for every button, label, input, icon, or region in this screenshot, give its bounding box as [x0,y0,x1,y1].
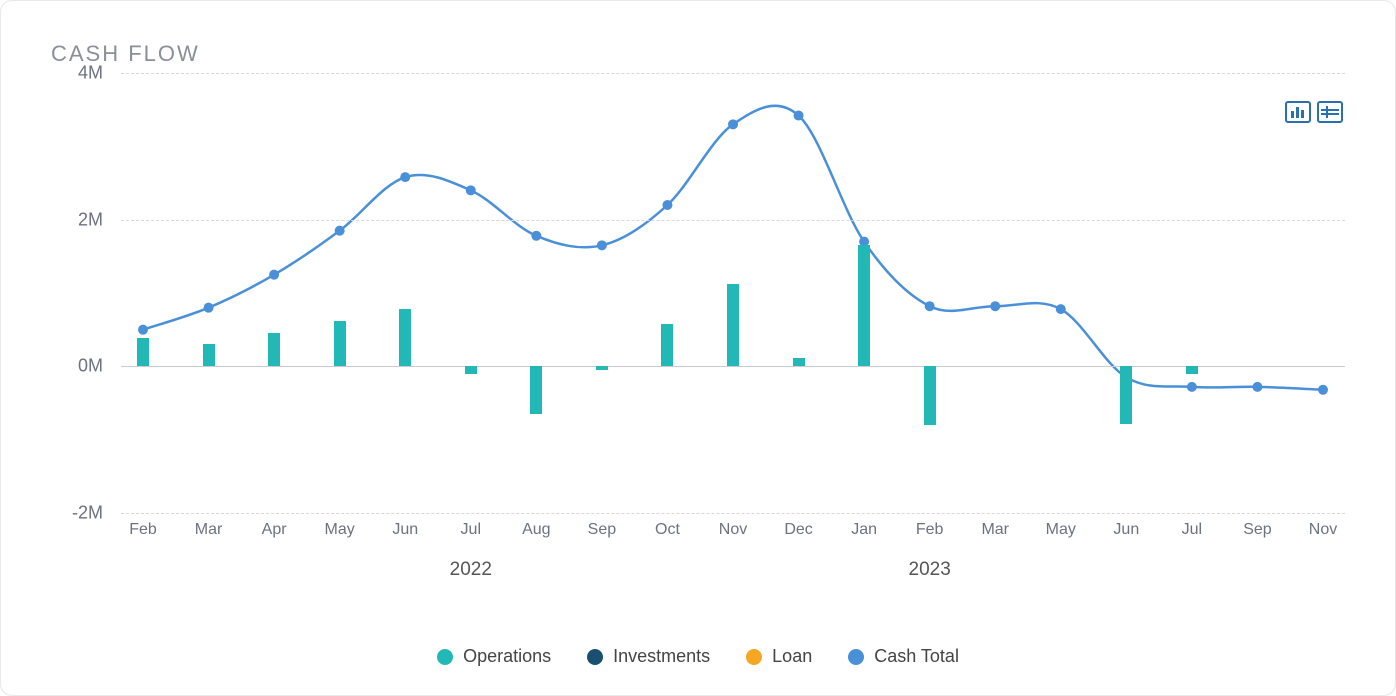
bar-operations [596,366,608,370]
legend-label: Cash Total [874,646,959,667]
legend-item[interactable]: Loan [746,646,812,667]
x-tick-label: Apr [262,521,287,539]
cash-total-point [728,119,738,129]
bar-operations [137,338,149,366]
y-tick-label: 0M [78,356,103,377]
y-axis: 4M2M0M-2M [51,73,111,513]
year-label: 2023 [909,559,951,581]
bar-operations [1186,366,1198,373]
x-tick-label: Feb [129,521,157,539]
x-tick-label: Mar [981,521,1009,539]
bar-operations [924,366,936,425]
cash-total-point [1187,382,1197,392]
year-label: 2022 [450,559,492,581]
legend-label: Investments [613,646,710,667]
cash-total-point [1318,385,1328,395]
bar-operations [1120,366,1132,423]
cash-total-point [269,270,279,280]
chart-area: 4M2M0M-2M FebMarAprMayJunJulAugSepOctNov… [51,73,1345,513]
legend-item[interactable]: Operations [437,646,551,667]
gridline [121,513,1345,514]
legend-label: Operations [463,646,551,667]
cash-total-point [204,303,214,313]
x-tick-label: Aug [522,521,550,539]
x-tick-label: May [1046,521,1076,539]
x-tick-label: Sep [588,521,616,539]
cash-total-point [662,200,672,210]
cash-total-point [925,301,935,311]
gridline [121,73,1345,74]
bar-operations [727,284,739,366]
bar-operations [203,344,215,366]
x-tick-label: May [325,521,355,539]
y-tick-label: -2M [72,503,103,524]
y-tick-label: 4M [78,63,103,84]
card-title: CASH FLOW [51,41,1345,67]
cash-total-point [1056,304,1066,314]
cash-total-point [335,226,345,236]
cash-total-point [597,240,607,250]
cash-total-point [990,301,1000,311]
cash-total-point [138,325,148,335]
bar-operations [334,321,346,366]
bar-operations [465,366,477,373]
x-tick-label: Jan [851,521,877,539]
legend-swatch [437,649,453,665]
x-tick-label: Feb [916,521,944,539]
bar-operations [530,366,542,414]
cash-total-point [794,111,804,121]
bar-operations [268,333,280,366]
x-tick-label: Jul [1182,521,1202,539]
legend-swatch [746,649,762,665]
bar-operations [399,309,411,366]
x-tick-label: Nov [1309,521,1337,539]
cash-total-point [400,172,410,182]
year-axis: 2022 2023 [121,559,1345,583]
x-tick-label: Mar [195,521,223,539]
x-tick-label: Jun [1113,521,1139,539]
bar-operations [858,245,870,366]
bar-operations [661,324,673,367]
legend-swatch [848,649,864,665]
x-tick-label: Nov [719,521,747,539]
cash-total-point [531,231,541,241]
legend-label: Loan [772,646,812,667]
cash-total-point [1252,382,1262,392]
cashflow-card: CASH FLOW 4M 2M 0M -2M Feb Mar Apr May Jun Jul Au… [0,0,1396,696]
gridline [121,220,1345,221]
x-tick-label: Oct [655,521,680,539]
x-tick-label: Jul [461,521,481,539]
y-tick-label: 2M [78,209,103,230]
x-tick-label: Jun [392,521,418,539]
legend: Operations Investments Loan Cash Total [1,646,1395,667]
plot-area [121,73,1345,513]
bar-operations [793,358,805,367]
legend-item[interactable]: Investments [587,646,710,667]
x-tick-label: Sep [1243,521,1271,539]
cash-total-point [466,185,476,195]
x-tick-label: Dec [784,521,812,539]
x-axis: Feb Mar Apr May Jun Jul Aug Sep Oct Nov Dec Jan Feb M… [121,521,1345,545]
legend-item[interactable]: Cash Total [848,646,959,667]
gridline [121,366,1345,367]
legend-swatch [587,649,603,665]
